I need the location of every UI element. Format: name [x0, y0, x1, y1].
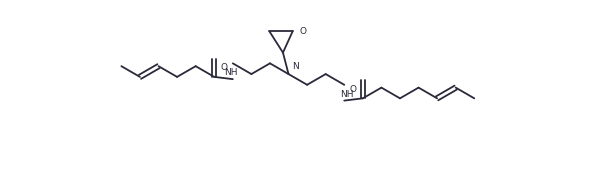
Text: O: O: [220, 63, 228, 72]
Text: NH: NH: [340, 90, 353, 99]
Text: O: O: [350, 85, 357, 94]
Text: N: N: [292, 62, 299, 71]
Text: O: O: [299, 27, 307, 36]
Text: NH: NH: [224, 68, 238, 77]
